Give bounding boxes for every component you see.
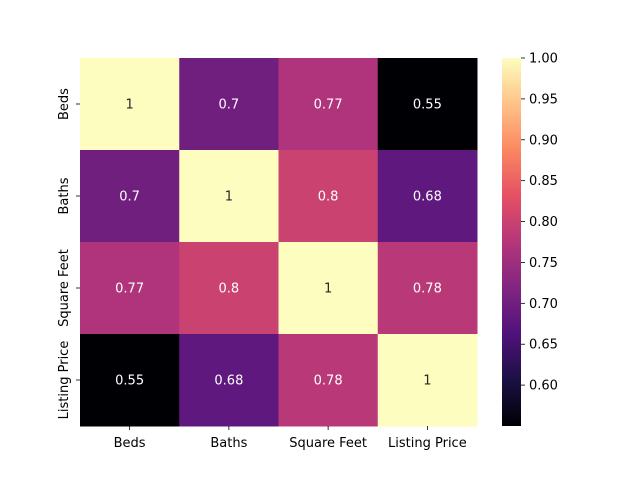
x-tick-label-1: Baths bbox=[210, 436, 247, 451]
heatmap-cell-r2-c3 bbox=[377, 242, 478, 335]
heatmap-cell-label-r0-c0: 1 bbox=[125, 98, 133, 113]
heatmap-cell-label-r0-c1: 0.7 bbox=[219, 98, 240, 113]
colorbar-tick-label-3: 0.75 bbox=[529, 256, 558, 271]
x-tick-label-0: Beds bbox=[114, 436, 146, 451]
colorbar-tick-label-8: 1.00 bbox=[529, 52, 558, 67]
heatmap-cell-r3-c3 bbox=[377, 334, 478, 427]
heatmap-cell-r1-c1 bbox=[179, 150, 279, 243]
heatmap-cell-label-r3-c2: 0.78 bbox=[314, 374, 343, 389]
colorbar-tick-label-7: 0.95 bbox=[529, 92, 558, 107]
heatmap-cell-label-r1-c3: 0.68 bbox=[413, 190, 442, 205]
heatmap-cells bbox=[80, 58, 478, 427]
heatmap-cell-label-r3-c0: 0.55 bbox=[115, 374, 144, 389]
colorbar-tick-label-1: 0.65 bbox=[529, 338, 558, 353]
heatmap-cell-labels: 1 0.7 0.77 0.55 0.7 1 0.8 0.68 0.77 0.8 1 0.78 0.55 0… bbox=[115, 98, 442, 389]
heatmap-cell-label-r2-c3: 0.78 bbox=[413, 282, 442, 297]
heatmap-cell-r3-c0 bbox=[80, 334, 180, 427]
heatmap-cell-r1-c3 bbox=[377, 150, 478, 243]
colorbar-tick-label-5: 0.85 bbox=[529, 174, 558, 189]
heatmap-cell-label-r3-c1: 0.68 bbox=[214, 374, 243, 389]
heatmap-cell-r1-c2 bbox=[278, 150, 379, 243]
heatmap-cell-label-r2-c0: 0.77 bbox=[115, 282, 144, 297]
y-axis-ticks: Beds Baths Square Feet Listing Price bbox=[57, 88, 80, 420]
colorbar-gradient-bar bbox=[502, 58, 521, 426]
y-tick-label-3: Listing Price bbox=[57, 341, 72, 420]
colorbar-tick-label-0: 0.60 bbox=[529, 379, 558, 394]
heatmap-cell-label-r3-c3: 1 bbox=[423, 374, 431, 389]
heatmap-cell-label-r1-c0: 0.7 bbox=[119, 190, 140, 205]
x-tick-label-3: Listing Price bbox=[388, 436, 467, 451]
x-axis-ticks: Beds Baths Square Feet Listing Price bbox=[114, 426, 467, 451]
heatmap-cell-label-r0-c3: 0.55 bbox=[413, 98, 442, 113]
heatmap-cell-r3-c2 bbox=[278, 334, 379, 427]
y-tick-label-0: Beds bbox=[57, 88, 72, 120]
heatmap-cell-label-r1-c1: 1 bbox=[225, 190, 233, 205]
heatmap-cell-r0-c2 bbox=[278, 58, 379, 151]
y-tick-label-2: Square Feet bbox=[57, 249, 72, 327]
heatmap-cell-label-r1-c2: 0.8 bbox=[318, 190, 339, 205]
x-tick-label-2: Square Feet bbox=[289, 436, 367, 451]
heatmap-cell-r0-c3 bbox=[377, 58, 478, 151]
heatmap-cell-r2-c2 bbox=[278, 242, 379, 335]
heatmap-cell-r0-c0 bbox=[80, 58, 180, 151]
heatmap-cell-r2-c1 bbox=[179, 242, 279, 335]
heatmap-cell-r1-c0 bbox=[80, 150, 180, 243]
colorbar-tick-label-6: 0.90 bbox=[529, 133, 558, 148]
colorbar-tick-label-4: 0.80 bbox=[529, 215, 558, 230]
heatmap-cell-label-r2-c1: 0.8 bbox=[219, 282, 240, 297]
heatmap-cell-r0-c1 bbox=[179, 58, 279, 151]
colorbar: 0.60 0.65 0.70 0.75 0.80 0.85 0.90 0.95 1.00 bbox=[502, 52, 558, 426]
heatmap-cell-label-r2-c2: 1 bbox=[324, 282, 332, 297]
heatmap-cell-r3-c1 bbox=[179, 334, 279, 427]
heatmap-cell-label-r0-c2: 0.77 bbox=[314, 98, 343, 113]
y-tick-label-1: Baths bbox=[57, 177, 72, 214]
colorbar-tick-label-2: 0.70 bbox=[529, 297, 558, 312]
heatmap-cell-r2-c0 bbox=[80, 242, 180, 335]
